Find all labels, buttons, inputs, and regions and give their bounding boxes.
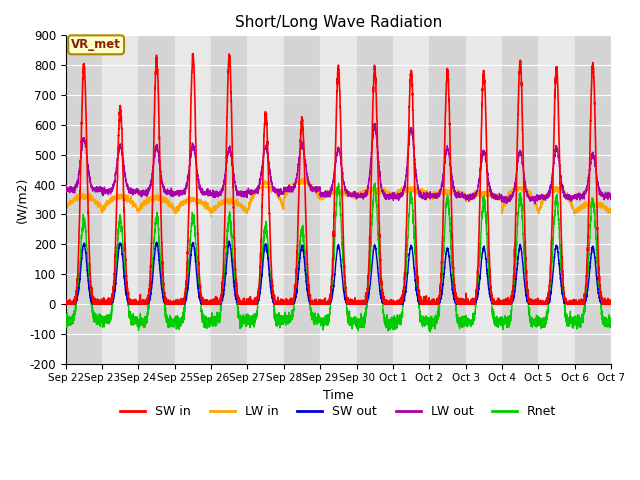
- Bar: [320, 36, 356, 364]
- Bar: [211, 36, 248, 364]
- Bar: [356, 36, 393, 364]
- Bar: [429, 36, 465, 364]
- Bar: [284, 36, 320, 364]
- Title: Short/Long Wave Radiation: Short/Long Wave Radiation: [235, 15, 442, 30]
- Bar: [102, 36, 138, 364]
- Bar: [66, 36, 102, 364]
- Bar: [248, 36, 284, 364]
- Bar: [611, 36, 640, 364]
- X-axis label: Time: Time: [323, 389, 354, 402]
- Bar: [465, 36, 502, 364]
- Bar: [575, 36, 611, 364]
- Bar: [502, 36, 538, 364]
- Legend: SW in, LW in, SW out, LW out, Rnet: SW in, LW in, SW out, LW out, Rnet: [115, 400, 561, 423]
- Text: VR_met: VR_met: [71, 38, 121, 51]
- Bar: [138, 36, 175, 364]
- Bar: [175, 36, 211, 364]
- Y-axis label: (W/m2): (W/m2): [15, 176, 28, 223]
- Bar: [393, 36, 429, 364]
- Bar: [538, 36, 575, 364]
